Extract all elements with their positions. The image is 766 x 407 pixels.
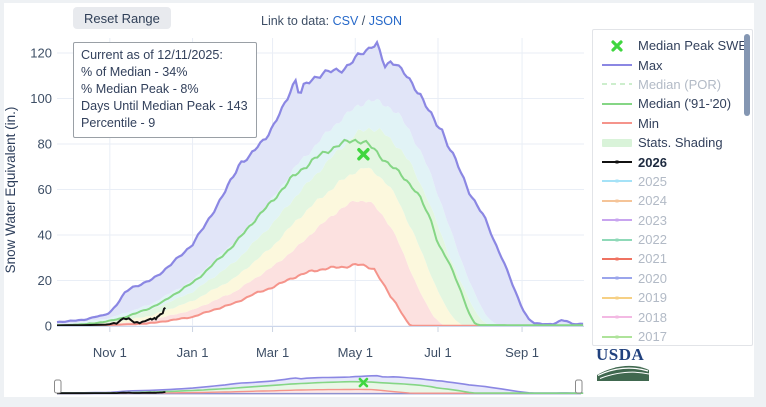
current-as-of-line: Current as of 12/11/2025: <box>81 48 223 62</box>
legend-item-2017[interactable]: 2017 <box>593 327 752 345</box>
legend-item-2018[interactable]: 2018 <box>593 307 752 326</box>
y-tick-label: 100 <box>30 91 52 106</box>
range-navigator[interactable] <box>54 374 584 395</box>
x-tick-label: Mar 1 <box>256 345 289 360</box>
legend-item-label: 2022 <box>638 232 667 248</box>
legend-item-label: 2026 <box>638 154 667 170</box>
legend-item-2019[interactable]: 2019 <box>593 288 752 307</box>
line-swatch-icon <box>602 218 632 222</box>
legend-item-label: 2017 <box>638 329 667 345</box>
line-swatch-icon <box>602 83 632 86</box>
days-until-median-peak-line: Days Until Median Peak - 143 <box>81 98 248 113</box>
legend-item-median-91-20[interactable]: Median ('91-'20) <box>593 94 752 113</box>
legend-item-2023[interactable]: 2023 <box>593 211 752 230</box>
legend-item-label: 2021 <box>638 251 667 267</box>
median-peak-swe-marker[interactable] <box>357 148 370 161</box>
legend-item-label: 2023 <box>638 212 667 228</box>
legend-item-2026[interactable]: 2026 <box>593 152 752 171</box>
percentile-line: Percentile - 9 <box>81 115 156 130</box>
line-swatch-icon <box>602 257 632 261</box>
navigator-peak-marker <box>358 377 369 388</box>
pct-median-peak-line: % Median Peak - 8% <box>81 81 199 96</box>
line-swatch-icon <box>602 315 632 319</box>
median-91-20-line <box>57 138 584 327</box>
legend-item-median-peak-swe[interactable]: Median Peak SWE <box>593 36 752 55</box>
link-to-data-label: Link to data: <box>261 14 333 28</box>
y-tick-label: 120 <box>30 46 52 61</box>
line-swatch-icon <box>602 102 632 105</box>
legend-item-label: 2018 <box>638 309 667 325</box>
y-tick-label: 80 <box>38 137 52 152</box>
current-conditions-box: Current as of 12/11/2025: % of Median - … <box>73 42 257 138</box>
line-swatch-icon <box>602 160 632 164</box>
line-swatch-icon <box>602 238 632 242</box>
navigator-max-line <box>57 374 584 394</box>
legend-item-label: Median ('91-'20) <box>638 96 732 112</box>
navigator-left-handle[interactable] <box>54 379 62 394</box>
usda-logo-text: USDA <box>596 345 645 364</box>
page-right-margin <box>754 0 766 407</box>
x-tick-label: Jan 1 <box>177 345 209 360</box>
shading-swatch-icon <box>602 138 632 147</box>
legend-item-label: 2024 <box>638 193 667 209</box>
legend-item-2025[interactable]: 2025 <box>593 172 752 191</box>
legend-scrollbar[interactable] <box>744 34 750 116</box>
line-swatch-icon <box>602 335 632 339</box>
y-axis-title: Snow Water Equivalent (in.) <box>3 107 18 274</box>
line-swatch-icon <box>602 199 632 203</box>
navigator-right-handle[interactable] <box>575 379 583 394</box>
stats-shading-bands <box>57 42 584 326</box>
legend-item-stats-shading[interactable]: Stats. Shading <box>593 133 752 152</box>
legend-item-label: 2019 <box>638 290 667 306</box>
usda-logo-swoosh <box>597 365 650 381</box>
navigator-2026-line <box>57 391 166 395</box>
x-marker-icon <box>611 40 623 52</box>
legend-item-label: 2020 <box>638 270 667 286</box>
link-to-data: Link to data: CSV / JSON <box>261 14 402 28</box>
legend-item-2022[interactable]: 2022 <box>593 230 752 249</box>
legend-item-label: Median Peak SWE <box>638 38 748 54</box>
current-year-2026-line <box>56 306 166 327</box>
reset-range-button[interactable]: Reset Range <box>73 7 171 29</box>
legend: Median Peak SWE Max Median (POR) Median ('9… <box>592 29 753 346</box>
legend-item-label: Stats. Shading <box>638 135 723 151</box>
usda-logo: USDA <box>596 345 652 387</box>
legend-item-2021[interactable]: 2021 <box>593 249 752 268</box>
line-swatch-icon <box>602 276 632 280</box>
series-lines <box>56 39 584 327</box>
pct-of-median-line: % of Median - 34% <box>81 64 188 79</box>
y-tick-label: 0 <box>45 319 52 334</box>
legend-item-label: Median (POR) <box>638 76 722 92</box>
json-link[interactable]: JSON <box>368 14 403 28</box>
line-swatch-icon <box>602 64 632 67</box>
y-tick-label: 40 <box>38 228 52 243</box>
legend-item-label: Min <box>638 115 659 131</box>
page-bottom-margin <box>0 397 766 407</box>
link-separator: / <box>358 14 369 28</box>
x-tick-label: Jul 1 <box>424 345 451 360</box>
legend-item-2024[interactable]: 2024 <box>593 191 752 210</box>
y-tick-label: 20 <box>38 273 52 288</box>
axes: Nov 1 Jan 1 Mar 1 May 1 Jul 1 Sep 1 0 20 40 60 80 1… <box>3 46 584 360</box>
legend-item-min[interactable]: Min <box>593 114 752 133</box>
legend-item-max[interactable]: Max <box>593 55 752 74</box>
y-tick-label: 60 <box>38 182 52 197</box>
legend-item-median-por[interactable]: Median (POR) <box>593 75 752 94</box>
max-line <box>56 39 584 326</box>
csv-link[interactable]: CSV <box>332 14 359 28</box>
x-tick-label: Sep 1 <box>505 345 539 360</box>
legend-item-2020[interactable]: 2020 <box>593 269 752 288</box>
legend-item-label: Max <box>638 57 663 73</box>
x-tick-label: Nov 1 <box>93 345 127 360</box>
line-swatch-icon <box>602 122 632 125</box>
legend-item-label: 2025 <box>638 173 667 189</box>
x-tick-label: May 1 <box>338 345 373 360</box>
legend-rows: Median Peak SWE Max Median (POR) Median ('9… <box>593 36 752 345</box>
line-swatch-icon <box>602 296 632 300</box>
line-swatch-icon <box>602 179 632 183</box>
